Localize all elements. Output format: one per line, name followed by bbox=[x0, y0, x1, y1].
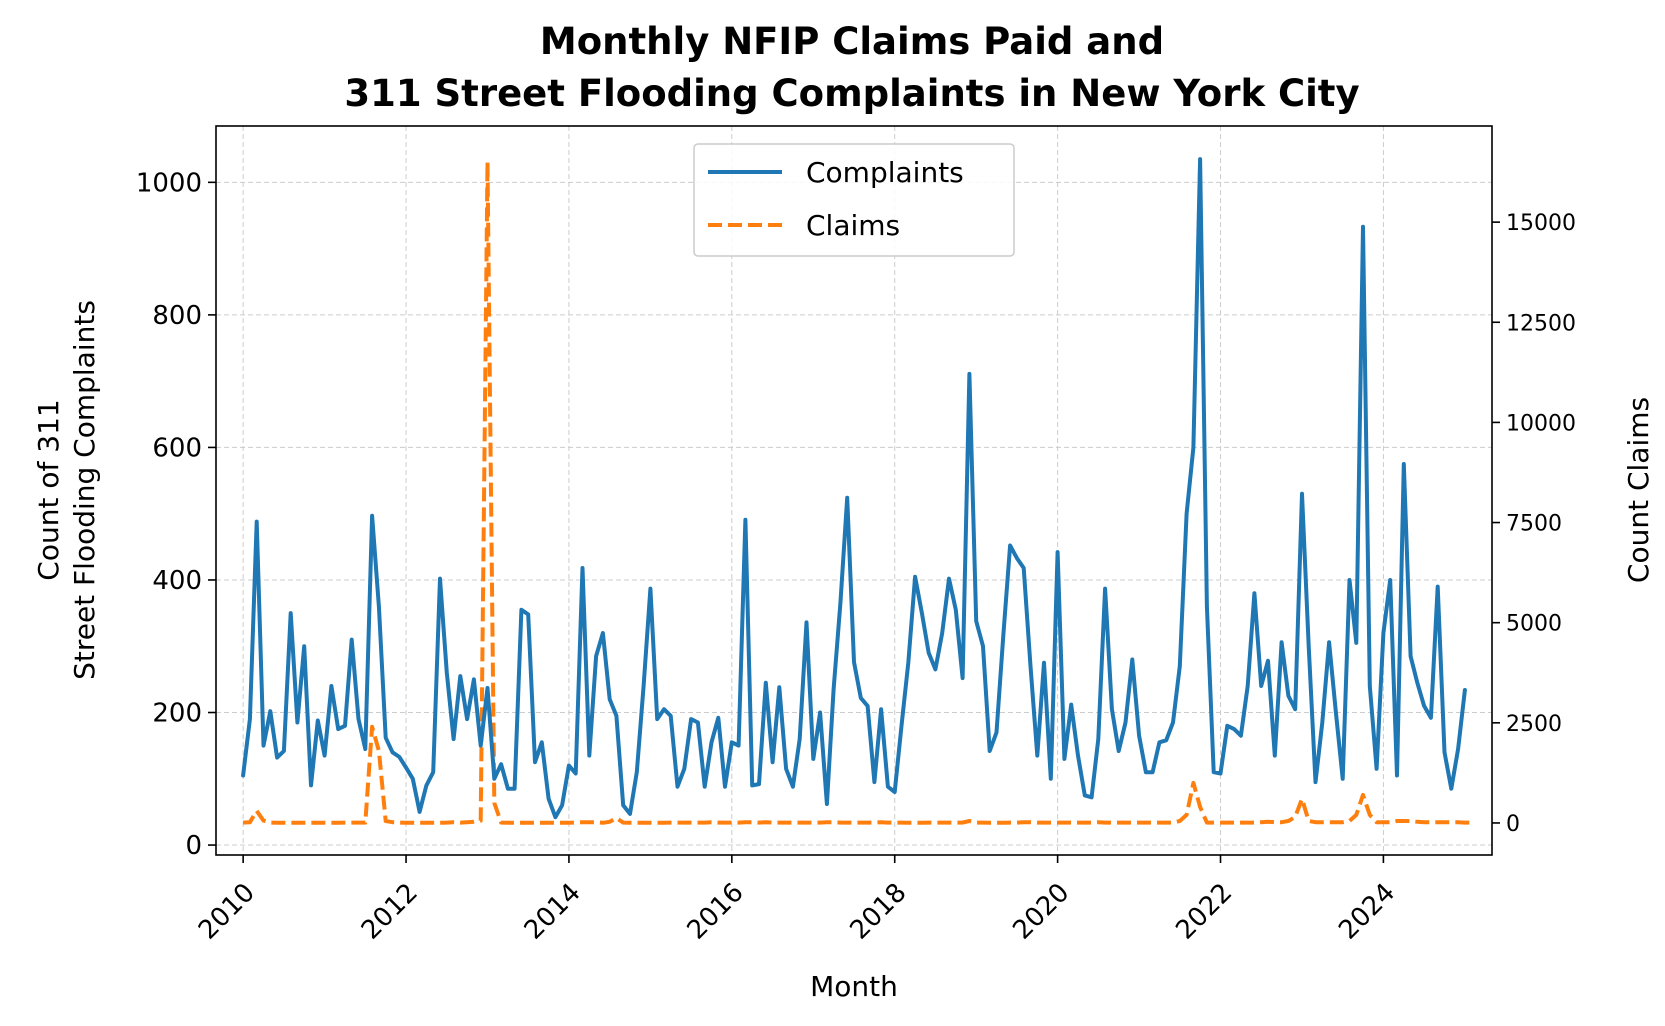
y-axis-left-label-line-2: Street Flooding Complaints bbox=[68, 300, 101, 680]
y-right-tick-label: 12500 bbox=[1506, 311, 1576, 336]
series-line-claims bbox=[242, 160, 1472, 825]
y-right-tick-label: 7500 bbox=[1506, 512, 1562, 537]
y-left-tick-label: 1000 bbox=[136, 168, 202, 198]
y-right-tick-label: 15000 bbox=[1506, 211, 1576, 236]
y-axis-right-label: Count Claims bbox=[1622, 397, 1655, 583]
y-right-tick-label: 0 bbox=[1506, 812, 1520, 837]
series-line-complaints bbox=[241, 157, 1467, 820]
y-left-tick-label: 600 bbox=[152, 433, 202, 463]
y-left-tick-label: 200 bbox=[152, 699, 202, 729]
plot-frame bbox=[215, 125, 1493, 856]
x-axis-label: Month bbox=[810, 970, 898, 1003]
chart-title-line-1: Monthly NFIP Claims Paid and bbox=[540, 20, 1164, 63]
legend-label-complaints: Complaints bbox=[806, 156, 964, 189]
y-left-tick-label: 800 bbox=[152, 301, 202, 331]
legend-label-claims: Claims bbox=[806, 209, 900, 242]
series-layer bbox=[241, 157, 1472, 825]
y-right-tick-label: 5000 bbox=[1506, 612, 1562, 637]
y-right-tick-label: 2500 bbox=[1506, 712, 1562, 737]
y-right-tick-label: 10000 bbox=[1506, 411, 1576, 436]
y-left-tick-label: 0 bbox=[185, 831, 202, 861]
chart-title-line-2: 311 Street Flooding Complaints in New Yo… bbox=[344, 72, 1359, 115]
y-axis-left-label-line-1: Count of 311 bbox=[32, 399, 65, 580]
y-axis-left-label: Count of 311 Street Flooding Complaints bbox=[32, 300, 101, 680]
y-left-tick-label: 400 bbox=[152, 566, 202, 596]
legend: Complaints Claims bbox=[693, 143, 1015, 257]
